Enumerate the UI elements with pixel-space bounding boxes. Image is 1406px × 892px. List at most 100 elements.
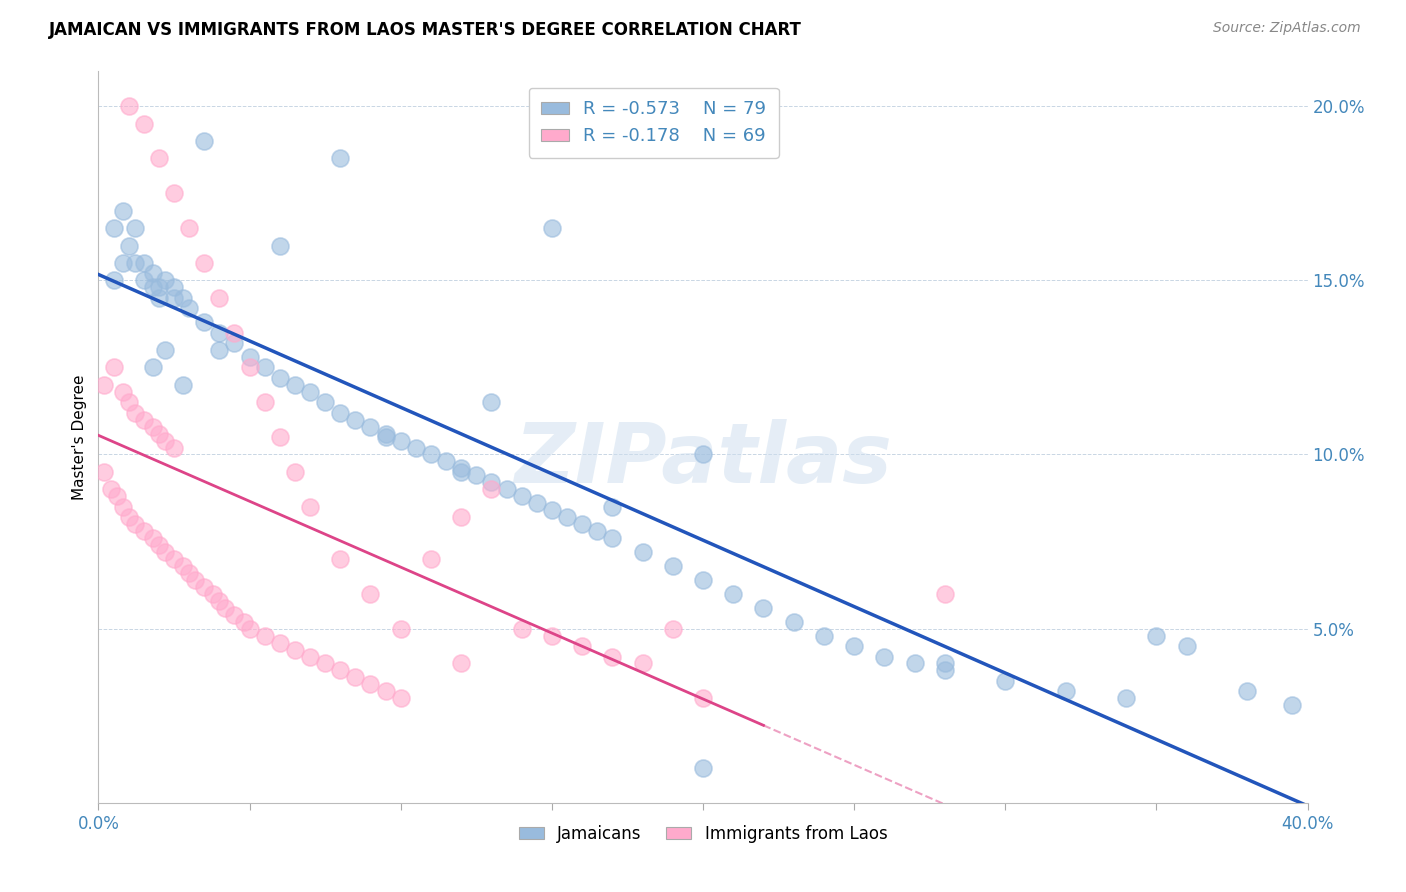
Point — [571, 517, 593, 532]
Point — [299, 384, 322, 399]
Point — [269, 430, 291, 444]
Point — [118, 510, 141, 524]
Point — [692, 448, 714, 462]
Point — [179, 301, 201, 316]
Point — [172, 377, 194, 392]
Point — [844, 639, 866, 653]
Point — [153, 434, 176, 448]
Point — [184, 573, 207, 587]
Point — [1175, 639, 1198, 653]
Point — [661, 622, 683, 636]
Point — [389, 434, 412, 448]
Point — [934, 657, 956, 671]
Point — [132, 117, 155, 131]
Point — [752, 600, 775, 615]
Point — [1281, 698, 1303, 713]
Point — [420, 448, 443, 462]
Point — [873, 649, 896, 664]
Point — [193, 580, 215, 594]
Point — [344, 670, 367, 684]
Point — [163, 280, 186, 294]
Point — [253, 629, 276, 643]
Point — [103, 273, 125, 287]
Point — [329, 406, 352, 420]
Point — [224, 607, 246, 622]
Point — [148, 152, 170, 166]
Point — [360, 419, 382, 434]
Point — [142, 360, 165, 375]
Point — [148, 426, 170, 441]
Point — [904, 657, 927, 671]
Point — [163, 441, 186, 455]
Point — [239, 350, 262, 364]
Point — [374, 684, 396, 698]
Point — [148, 280, 170, 294]
Point — [193, 134, 215, 148]
Point — [540, 629, 562, 643]
Point — [299, 500, 322, 514]
Point — [193, 256, 215, 270]
Point — [172, 291, 194, 305]
Point — [148, 538, 170, 552]
Point — [214, 600, 236, 615]
Point — [994, 673, 1017, 688]
Point — [124, 221, 146, 235]
Point — [329, 552, 352, 566]
Legend: Jamaicans, Immigrants from Laos: Jamaicans, Immigrants from Laos — [512, 818, 894, 849]
Point — [555, 510, 578, 524]
Point — [540, 503, 562, 517]
Point — [179, 221, 201, 235]
Point — [93, 377, 115, 392]
Point — [1115, 691, 1137, 706]
Point — [723, 587, 745, 601]
Point — [179, 566, 201, 580]
Point — [208, 343, 231, 357]
Point — [269, 238, 291, 252]
Point — [450, 461, 472, 475]
Point — [124, 406, 146, 420]
Point — [481, 475, 503, 490]
Point — [208, 326, 231, 340]
Point — [118, 395, 141, 409]
Point — [132, 524, 155, 538]
Point — [111, 203, 134, 218]
Point — [465, 468, 488, 483]
Point — [314, 395, 336, 409]
Point — [253, 395, 276, 409]
Point — [142, 419, 165, 434]
Point — [450, 657, 472, 671]
Point — [153, 545, 176, 559]
Point — [224, 336, 246, 351]
Point — [540, 221, 562, 235]
Point — [329, 664, 352, 678]
Point — [1054, 684, 1077, 698]
Point — [103, 221, 125, 235]
Point — [360, 587, 382, 601]
Point — [934, 664, 956, 678]
Point — [124, 517, 146, 532]
Point — [239, 622, 262, 636]
Point — [132, 273, 155, 287]
Point — [481, 395, 503, 409]
Point — [142, 531, 165, 545]
Point — [526, 496, 548, 510]
Point — [93, 465, 115, 479]
Point — [284, 377, 307, 392]
Point — [510, 489, 533, 503]
Point — [118, 99, 141, 113]
Point — [602, 500, 624, 514]
Point — [284, 465, 307, 479]
Point — [153, 343, 176, 357]
Point — [202, 587, 225, 601]
Point — [692, 573, 714, 587]
Point — [103, 360, 125, 375]
Point — [495, 483, 517, 497]
Point — [1236, 684, 1258, 698]
Point — [360, 677, 382, 691]
Point — [269, 371, 291, 385]
Point — [132, 412, 155, 426]
Point — [631, 545, 654, 559]
Point — [193, 315, 215, 329]
Y-axis label: Master's Degree: Master's Degree — [72, 375, 87, 500]
Point — [631, 657, 654, 671]
